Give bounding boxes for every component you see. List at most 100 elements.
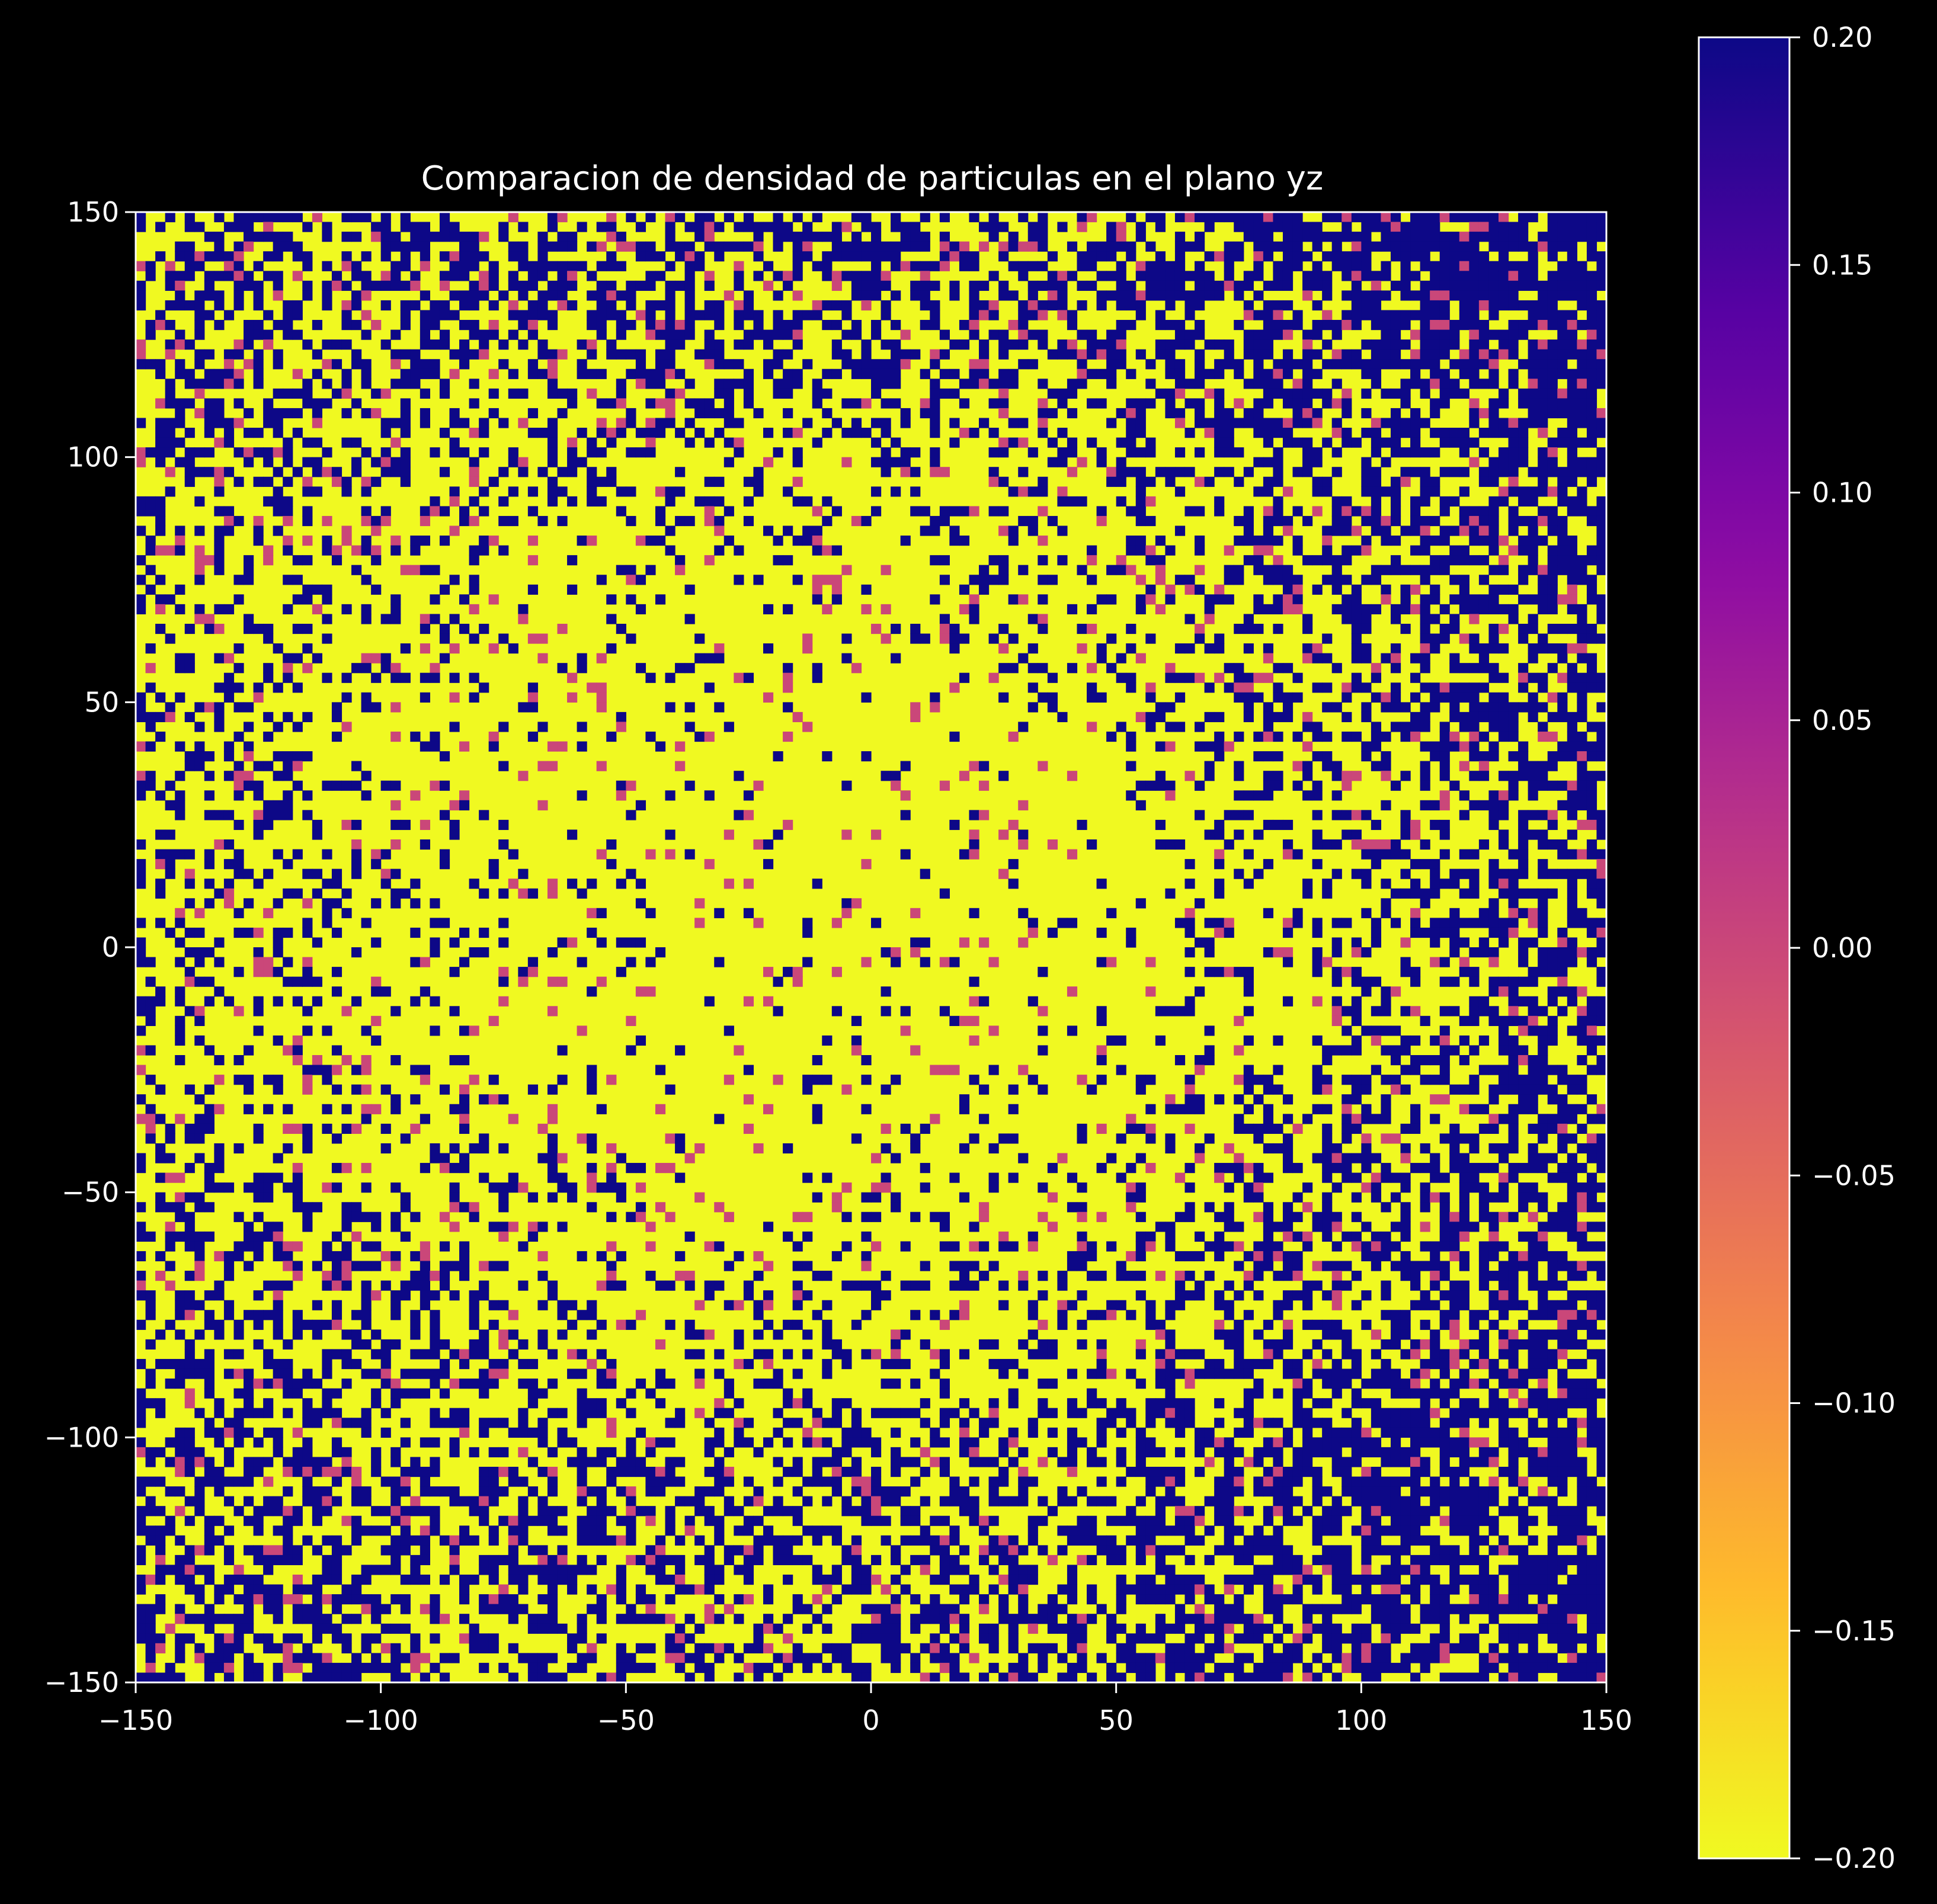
- heatmap-cell: [341, 368, 352, 379]
- heatmap-cell: [547, 212, 558, 223]
- heatmap-cell: [704, 1643, 715, 1653]
- heatmap-cell: [459, 300, 470, 311]
- heatmap-cell: [390, 1535, 401, 1546]
- heatmap-cell: [655, 320, 666, 331]
- heatmap-cell: [136, 1163, 146, 1174]
- heatmap-cell: [910, 1554, 921, 1566]
- heatmap-cell: [410, 545, 421, 556]
- heatmap-cell: [930, 1457, 940, 1467]
- heatmap-cell: [223, 1633, 235, 1644]
- heatmap-cell: [557, 741, 568, 752]
- heatmap-cell: [322, 1466, 332, 1477]
- heatmap-cell: [175, 300, 185, 311]
- heatmap-cell: [165, 1662, 175, 1674]
- heatmap-cell: [204, 1231, 214, 1242]
- heatmap-cell: [341, 1241, 352, 1252]
- heatmap-cell: [136, 1280, 146, 1291]
- heatmap-cell: [841, 1506, 852, 1517]
- heatmap-cell: [155, 859, 166, 870]
- heatmap-cell: [1038, 1290, 1048, 1301]
- heatmap-cell: [626, 1015, 636, 1026]
- heatmap-cell: [577, 1554, 587, 1566]
- heatmap-cell: [753, 1143, 764, 1154]
- heatmap-cell: [430, 937, 440, 948]
- heatmap-cell: [410, 879, 421, 889]
- heatmap-cell: [1145, 1104, 1156, 1114]
- heatmap-cell: [783, 1535, 793, 1546]
- heatmap-cell: [979, 359, 990, 370]
- heatmap-cell: [753, 271, 764, 281]
- heatmap-cell: [1077, 1515, 1087, 1526]
- heatmap-cell: [1096, 1368, 1107, 1379]
- heatmap-cell: [223, 810, 235, 820]
- heatmap-cell: [763, 967, 774, 977]
- heatmap-cell: [498, 918, 509, 928]
- heatmap-cell: [1135, 1535, 1146, 1546]
- heatmap-cell: [949, 437, 960, 448]
- heatmap-cell: [380, 1427, 391, 1438]
- heatmap-cell: [1018, 1339, 1029, 1350]
- heatmap-cell: [851, 1535, 862, 1546]
- heatmap-cell: [861, 1515, 872, 1526]
- heatmap-cell: [783, 1506, 793, 1517]
- heatmap-cell: [704, 790, 715, 801]
- heatmap-cell: [979, 584, 990, 595]
- heatmap-cell: [998, 447, 1009, 458]
- heatmap-cell: [1145, 515, 1156, 527]
- heatmap-cell: [1018, 1594, 1029, 1605]
- heatmap-cell: [959, 1633, 970, 1644]
- heatmap-cell: [851, 1545, 862, 1556]
- heatmap-cell: [891, 379, 901, 389]
- heatmap-cell: [223, 1447, 235, 1458]
- heatmap-cell: [694, 212, 705, 223]
- heatmap-cell: [537, 1623, 548, 1634]
- heatmap-cell: [400, 1594, 411, 1605]
- heatmap-cell: [920, 1447, 930, 1458]
- heatmap-cell: [979, 565, 990, 575]
- heatmap-cell: [1126, 545, 1136, 556]
- heatmap-cell: [322, 1623, 332, 1634]
- heatmap-cell: [204, 1574, 214, 1585]
- heatmap-cell: [537, 633, 548, 644]
- heatmap-cell: [184, 653, 195, 663]
- heatmap-cell: [283, 575, 293, 585]
- heatmap-cell: [969, 1035, 979, 1046]
- heatmap-cell: [1038, 623, 1048, 634]
- heatmap-cell: [527, 1662, 539, 1674]
- heatmap-cell: [587, 1506, 597, 1517]
- heatmap-cell: [606, 232, 617, 242]
- heatmap-cell: [145, 1525, 156, 1536]
- heatmap-cell: [831, 1653, 842, 1663]
- heatmap-cell: [410, 1653, 421, 1663]
- heatmap-cell: [626, 1496, 636, 1506]
- heatmap-cell: [910, 1623, 921, 1634]
- heatmap-cell: [390, 1623, 401, 1634]
- heatmap-cell: [567, 879, 578, 889]
- heatmap-cell: [547, 1379, 558, 1389]
- heatmap-cell: [694, 398, 705, 409]
- heatmap-cell: [410, 1368, 421, 1379]
- heatmap-cell: [959, 241, 970, 252]
- heatmap-cell: [606, 290, 617, 301]
- heatmap-cell: [587, 476, 597, 487]
- heatmap-cell: [459, 1153, 470, 1163]
- heatmap-cell: [204, 1535, 214, 1546]
- heatmap-cell: [380, 1662, 391, 1674]
- heatmap-cell: [831, 594, 842, 605]
- heatmap-cell: [439, 849, 450, 860]
- heatmap-cell: [244, 1182, 254, 1193]
- heatmap-cell: [1027, 1300, 1038, 1310]
- heatmap-cell: [959, 1437, 970, 1448]
- heatmap-cell: [979, 1554, 990, 1566]
- heatmap-cell: [155, 368, 166, 379]
- heatmap-cell: [223, 1643, 235, 1653]
- heatmap-cell: [871, 280, 882, 291]
- heatmap-cell: [263, 1554, 274, 1566]
- heatmap-cell: [949, 290, 960, 301]
- heatmap-cell: [175, 536, 185, 546]
- heatmap-cell: [1038, 555, 1048, 566]
- heatmap-cell: [596, 280, 607, 291]
- heatmap-cell: [469, 290, 479, 301]
- heatmap-cell: [449, 1554, 460, 1566]
- heatmap-cell: [704, 1466, 715, 1477]
